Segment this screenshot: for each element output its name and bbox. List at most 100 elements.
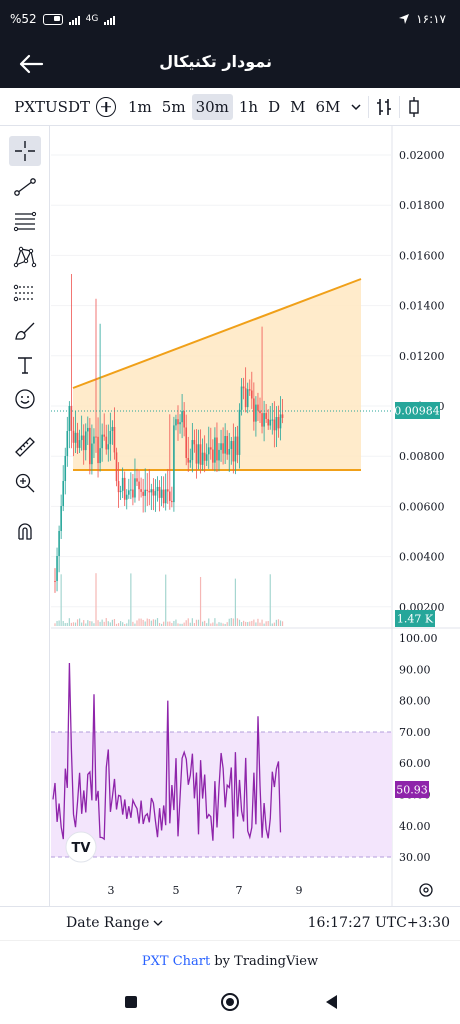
volume-bar [257,618,259,626]
price-chart-svg[interactable]: 0.020000.018000.016000.014000.012000.010… [51,126,460,906]
bar-chart-type-icon[interactable] [375,97,393,117]
volume-bar [144,621,146,626]
text-tool[interactable] [9,350,41,380]
candle-body [201,452,204,465]
candle-body [154,491,157,496]
crosshair-tool[interactable] [9,136,41,166]
volume-bar [79,618,81,626]
emoji-tool[interactable] [9,384,41,414]
rsi-tick: 90.00 [399,663,431,676]
volume-bar [183,622,185,626]
price-tick: 0.01600 [399,249,445,262]
date-range-button[interactable]: Date Range [66,915,163,931]
volume-bar [240,622,243,626]
candle-body [189,460,192,463]
candle-body [261,413,263,427]
arrow-left-icon[interactable] [18,52,44,76]
volume-bar [126,623,128,626]
trend-line-tool[interactable] [9,172,41,202]
attribution: PXT Chart by TradingView [0,940,460,982]
candle-body [279,414,282,429]
volume-bar [216,623,218,626]
timeframe-1m[interactable]: 1m [128,97,152,116]
timezone-clock[interactable]: 16:17:27 UTC+3:30 [307,915,450,931]
volume-bar [74,622,77,626]
candle-body [199,444,202,465]
volume-bar [105,618,107,626]
candle-body [95,436,97,438]
volume-bar [58,620,60,626]
candle-body [273,419,276,431]
candle-body [56,556,58,581]
candle-body [220,443,222,450]
crosshair-icon [15,141,35,161]
triangle-pattern-fill [73,279,361,470]
compare-add-button[interactable] [96,96,116,117]
volume-bar [64,623,66,626]
text-icon [18,357,32,374]
candle-body [162,489,165,504]
volume-bar [238,619,241,626]
drawing-toolbar [0,126,50,940]
gear-icon[interactable] [419,883,433,897]
brush-tool[interactable] [9,316,41,346]
fib-tool[interactable] [9,206,41,236]
candle-body [224,436,226,454]
timeframe-6m[interactable]: 6M [315,97,341,116]
measure-tool[interactable] [9,432,41,462]
volume-bar [181,623,183,626]
signal-icon [68,14,80,25]
volume-bar [267,621,269,626]
symbol-name: PXTUSDT [14,97,90,116]
volume-bar [212,622,214,626]
last-price-label: 0.00984 [394,405,440,418]
brand-link[interactable]: PXT Chart [141,954,211,969]
candle-body [109,431,112,445]
back-button[interactable] [322,992,342,1012]
chevron-down-icon[interactable] [350,102,362,112]
candle-body [134,478,136,498]
volume-bar [72,622,75,626]
magnet-tool[interactable] [9,516,41,546]
date-range-label: Date Range [66,915,150,931]
candle-body [103,434,105,437]
candle-body [70,406,73,431]
candles-chart-type-icon[interactable] [406,96,422,118]
volume-bar [226,622,228,626]
home-button[interactable] [220,992,240,1012]
candle-body [275,417,278,431]
symbol-search[interactable]: PXTUSDT [0,98,90,116]
timeframe-5m[interactable]: 5m [161,97,186,116]
timeframe-30m[interactable]: 30m [191,93,233,120]
volume-bar [111,619,113,626]
volume-bar [134,623,136,626]
candle-body [234,436,237,462]
volume-bar [158,622,161,626]
candle-body [248,389,251,391]
volume-bar [269,574,271,626]
ruler-icon [15,437,35,457]
recent-apps-button[interactable] [121,992,141,1012]
volume-bar [152,619,154,626]
volume-bar [179,623,181,626]
svg-text:TV: TV [72,841,91,856]
toolbar-divider-2 [399,95,401,118]
zoom-tool[interactable] [9,468,41,498]
time-tick: 5 [173,884,180,897]
volume-bar [271,623,273,626]
chart-area[interactable]: 0.020000.018000.016000.014000.012000.010… [51,126,460,940]
volume-bar [138,618,140,626]
time-tick: 3 [108,884,115,897]
volume-bar [224,623,226,626]
timeframe-d[interactable]: D [268,97,281,116]
timeframe-m[interactable]: M [290,97,306,116]
volume-bar [99,621,101,626]
brush-icon [15,322,35,340]
candle-body [179,422,181,425]
volume-bar [109,622,111,626]
timeframe-1h[interactable]: 1h [238,97,259,116]
tradingview-logo[interactable]: TV [65,831,97,863]
pattern-tool[interactable] [9,242,41,272]
candle-body [187,457,190,463]
projection-tool[interactable] [9,278,41,308]
